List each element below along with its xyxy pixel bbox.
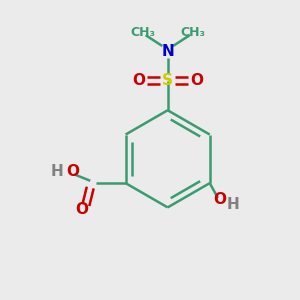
Text: H: H <box>50 164 63 179</box>
Text: CH₃: CH₃ <box>130 26 155 39</box>
Text: S: S <box>162 73 173 88</box>
Text: O: O <box>132 73 145 88</box>
Text: H: H <box>226 196 239 211</box>
Text: O: O <box>213 192 226 207</box>
Text: CH₃: CH₃ <box>180 26 205 39</box>
Text: O: O <box>190 73 203 88</box>
Text: O: O <box>75 202 88 217</box>
Text: N: N <box>161 44 174 59</box>
Text: O: O <box>67 164 80 179</box>
